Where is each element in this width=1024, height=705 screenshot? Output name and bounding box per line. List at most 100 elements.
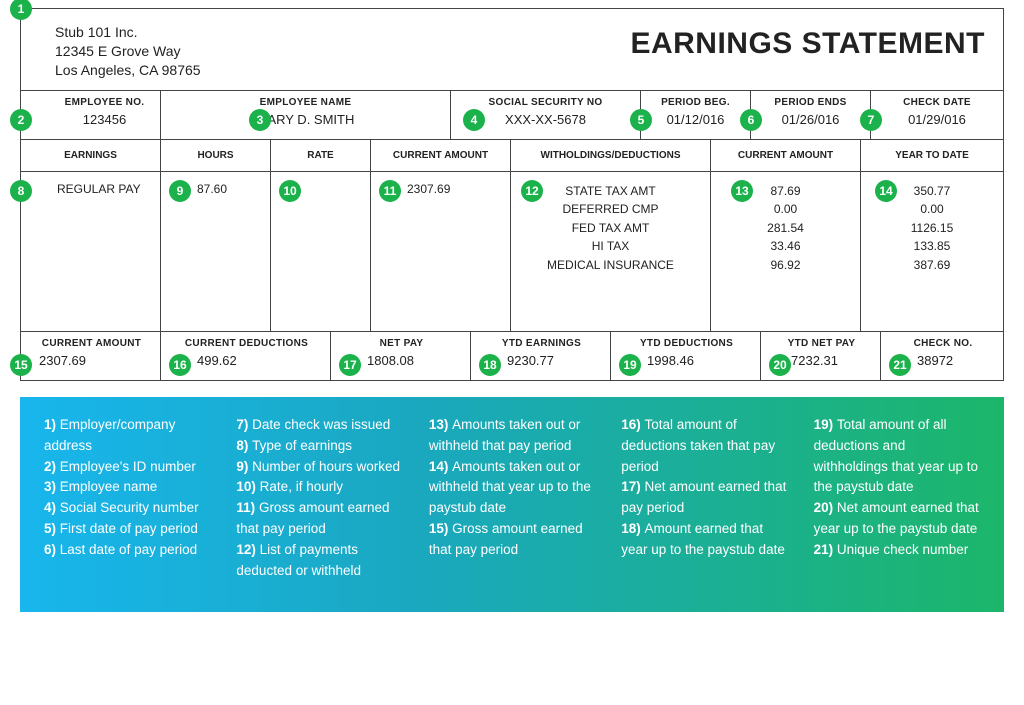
deductions-cell: 12 STATE TAX AMTDEFERRED CMPFED TAX AMTH… xyxy=(511,172,711,331)
company-address: 1 Stub 101 Inc. 12345 E Grove Way Los An… xyxy=(21,9,630,90)
legend-item: 21) Unique check number xyxy=(814,540,980,561)
check-date-label: CHECK DATE xyxy=(879,97,995,108)
header: 1 Stub 101 Inc. 12345 E Grove Way Los An… xyxy=(21,9,1003,91)
list-item: 96.92 xyxy=(719,256,852,275)
current-amount: 2307.69 xyxy=(407,182,450,196)
check-date-cell: 7 CHECK DATE 01/29/016 xyxy=(871,91,1003,139)
legend-item: 4) Social Security number xyxy=(44,498,210,519)
list-item: DEFERRED CMP xyxy=(519,200,702,219)
tot-cur-amt: 2307.69 xyxy=(39,353,152,368)
legend-item: 19) Total amount of all deductions and w… xyxy=(814,415,980,499)
tot-ytd-ded: 1998.46 xyxy=(647,353,752,368)
check-date: 01/29/016 xyxy=(879,112,995,127)
badge-4: 4 xyxy=(463,109,485,131)
tot-net-pay-label: NET PAY xyxy=(341,338,462,349)
badge-3: 3 xyxy=(249,109,271,131)
list-item: 1126.15 xyxy=(869,219,995,238)
company-addr-2: Los Angeles, CA 98765 xyxy=(55,61,620,80)
period-beg-cell: 5 PERIOD BEG. 01/12/016 xyxy=(641,91,751,139)
badge-18: 18 xyxy=(479,354,501,376)
employee-name-cell: 3 EMPLOYEE NAME MARY D. SMITH xyxy=(161,91,451,139)
earnings-type-cell: 8 REGULAR PAY xyxy=(21,172,161,331)
tot-ytd-earn: 9230.77 xyxy=(507,353,602,368)
earnings-statement: 1 Stub 101 Inc. 12345 E Grove Way Los An… xyxy=(20,8,1004,381)
legend-item: 15) Gross amount earned that pay period xyxy=(429,519,595,561)
legend: 1) Employer/company address2) Employee's… xyxy=(20,397,1004,612)
list-item: 133.85 xyxy=(869,237,995,256)
legend-item: 5) First date of pay period xyxy=(44,519,210,540)
col-deductions: WITHOLDINGS/DEDUCTIONS xyxy=(511,140,711,171)
badge-11: 11 xyxy=(379,180,401,202)
col-rate: RATE xyxy=(271,140,371,171)
tot-check-no: 38972 xyxy=(917,353,995,368)
legend-column: 19) Total amount of all deductions and w… xyxy=(814,415,980,590)
legend-item: 10) Rate, if hourly xyxy=(236,477,402,498)
ssn-cell: 4 SOCIAL SECURITY NO XXX-XX-5678 xyxy=(451,91,641,139)
legend-item: 2) Employee's ID number xyxy=(44,457,210,478)
tot-check-no-label: CHECK NO. xyxy=(891,338,995,349)
badge-20: 20 xyxy=(769,354,791,376)
tot-check-no-cell: 21 CHECK NO. 38972 xyxy=(881,332,1003,380)
list-item: 33.46 xyxy=(719,237,852,256)
hours-cell: 9 87.60 xyxy=(161,172,271,331)
list-item: 281.54 xyxy=(719,219,852,238)
legend-item: 8) Type of earnings xyxy=(236,436,402,457)
employee-name-label: EMPLOYEE NAME xyxy=(169,97,442,108)
badge-7: 7 xyxy=(860,109,882,131)
current-amount-cell: 11 2307.69 xyxy=(371,172,511,331)
list-item: HI TAX xyxy=(519,237,702,256)
tot-ytd-earn-cell: 18 YTD EARNINGS 9230.77 xyxy=(471,332,611,380)
tot-cur-amt-label: CURRENT AMOUNT xyxy=(31,338,152,349)
tot-cur-amt-cell: 15 CURRENT AMOUNT 2307.69 xyxy=(21,332,161,380)
tot-ytd-ded-label: YTD DEDUCTIONS xyxy=(621,338,752,349)
earnings-header: EARNINGS HOURS RATE CURRENT AMOUNT WITHO… xyxy=(21,140,1003,172)
legend-item: 1) Employer/company address xyxy=(44,415,210,457)
period-beg-label: PERIOD BEG. xyxy=(649,97,742,108)
ssn-label: SOCIAL SECURITY NO xyxy=(459,97,632,108)
statement-title: EARNINGS STATEMENT xyxy=(630,9,1003,90)
badge-15: 15 xyxy=(10,354,32,376)
legend-column: 13) Amounts taken out or withheld that p… xyxy=(429,415,595,590)
legend-item: 6) Last date of pay period xyxy=(44,540,210,561)
legend-item: 7) Date check was issued xyxy=(236,415,402,436)
badge-13: 13 xyxy=(731,180,753,202)
tot-net-pay: 1808.08 xyxy=(367,353,462,368)
employee-name: MARY D. SMITH xyxy=(169,112,442,127)
badge-16: 16 xyxy=(169,354,191,376)
legend-item: 16) Total amount of deductions taken tha… xyxy=(621,415,787,478)
earnings-body: 8 REGULAR PAY 9 87.60 10 11 2307.69 12 S… xyxy=(21,172,1003,332)
list-item: FED TAX AMT xyxy=(519,219,702,238)
badge-21: 21 xyxy=(889,354,911,376)
badge-17: 17 xyxy=(339,354,361,376)
badge-9: 9 xyxy=(169,180,191,202)
earnings-type: REGULAR PAY xyxy=(57,182,141,196)
period-end-label: PERIOD ENDS xyxy=(759,97,862,108)
totals-row: 15 CURRENT AMOUNT 2307.69 16 CURRENT DED… xyxy=(21,332,1003,380)
badge-6: 6 xyxy=(740,109,762,131)
legend-item: 20) Net amount earned that year up to th… xyxy=(814,498,980,540)
list-item: STATE TAX AMT xyxy=(519,182,702,201)
tot-cur-ded-label: CURRENT DEDUCTIONS xyxy=(171,338,322,349)
list-item: 387.69 xyxy=(869,256,995,275)
period-end-cell: 6 PERIOD ENDS 01/26/016 xyxy=(751,91,871,139)
col-ytd: YEAR TO DATE xyxy=(861,140,1003,171)
employee-no-label: EMPLOYEE NO. xyxy=(57,97,152,108)
list-item: MEDICAL INSURANCE xyxy=(519,256,702,275)
legend-column: 7) Date check was issued8) Type of earni… xyxy=(236,415,402,590)
tot-cur-ded: 499.62 xyxy=(197,353,322,368)
tot-net-pay-cell: 17 NET PAY 1808.08 xyxy=(331,332,471,380)
col-current-amount: CURRENT AMOUNT xyxy=(371,140,511,171)
badge-5: 5 xyxy=(630,109,652,131)
badge-12: 12 xyxy=(521,180,543,202)
legend-column: 16) Total amount of deductions taken tha… xyxy=(621,415,787,590)
deduction-names-list: STATE TAX AMTDEFERRED CMPFED TAX AMTHI T… xyxy=(519,182,702,275)
tot-cur-ded-cell: 16 CURRENT DEDUCTIONS 499.62 xyxy=(161,332,331,380)
employee-no: 123456 xyxy=(57,112,152,127)
legend-item: 14) Amounts taken out or withheld that y… xyxy=(429,457,595,520)
col-ded-current: CURRENT AMOUNT xyxy=(711,140,861,171)
badge-2: 2 xyxy=(10,109,32,131)
legend-column: 1) Employer/company address2) Employee's… xyxy=(44,415,210,590)
tot-ytd-net-cell: 20 YTD NET PAY 7232.31 xyxy=(761,332,881,380)
tot-ytd-net: 7232.31 xyxy=(791,353,872,368)
badge-10: 10 xyxy=(279,180,301,202)
